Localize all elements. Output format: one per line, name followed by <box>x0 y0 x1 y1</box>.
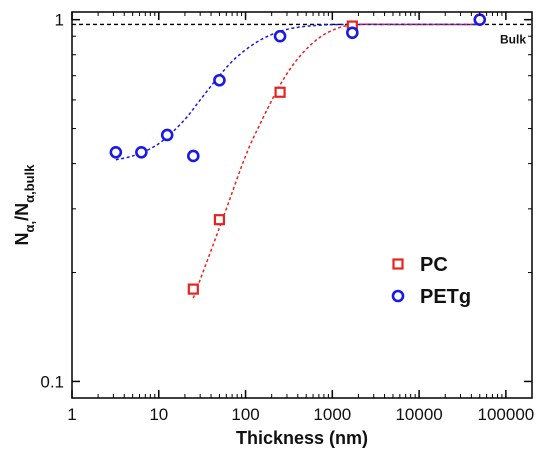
x-tick-label: 100 <box>231 405 259 424</box>
y-axis-title-sep: /N <box>12 203 32 221</box>
legend-label-petg: PETg <box>420 286 471 308</box>
y-axis-title-sub1: α, <box>22 221 37 233</box>
point-pc <box>274 86 286 98</box>
x-tick-label: 100000 <box>478 405 535 424</box>
legend-label-pc: PC <box>420 254 448 276</box>
reference-layer: Bulk <box>72 23 532 46</box>
y-tick-label: 1 <box>55 11 64 30</box>
y-axis-title-sub2: α,bulk <box>22 164 37 203</box>
point-petg <box>273 29 287 43</box>
y-axis-title-main: N <box>12 232 32 245</box>
x-tick-label: 10 <box>149 405 168 424</box>
point-petg <box>187 149 200 163</box>
y-axis-title: Nα,/Nα,bulk <box>12 164 37 246</box>
x-axis-title: Thickness (nm) <box>236 428 368 448</box>
point-petg <box>473 13 487 26</box>
point-pc <box>187 283 199 295</box>
point-petg <box>109 145 123 159</box>
fit-layer <box>115 23 480 299</box>
legend-marker-pc <box>392 258 404 270</box>
points-layer <box>109 13 487 295</box>
x-tick-label: 10000 <box>395 405 442 424</box>
x-tick-label: 1 <box>67 405 76 424</box>
fit-curve-pc <box>192 23 480 299</box>
legend-marker-petg <box>391 289 405 303</box>
x-tick-label: 1000 <box>313 405 351 424</box>
point-petg <box>135 145 148 159</box>
y-tick-label: 0.1 <box>40 372 64 391</box>
point-pc <box>213 214 226 226</box>
legend: PC PETg <box>391 254 471 308</box>
point-petg <box>160 128 174 142</box>
point-petg <box>346 26 359 40</box>
point-petg <box>213 73 226 87</box>
plot-frame <box>71 11 533 399</box>
bulk-reference-label: Bulk <box>500 32 526 46</box>
